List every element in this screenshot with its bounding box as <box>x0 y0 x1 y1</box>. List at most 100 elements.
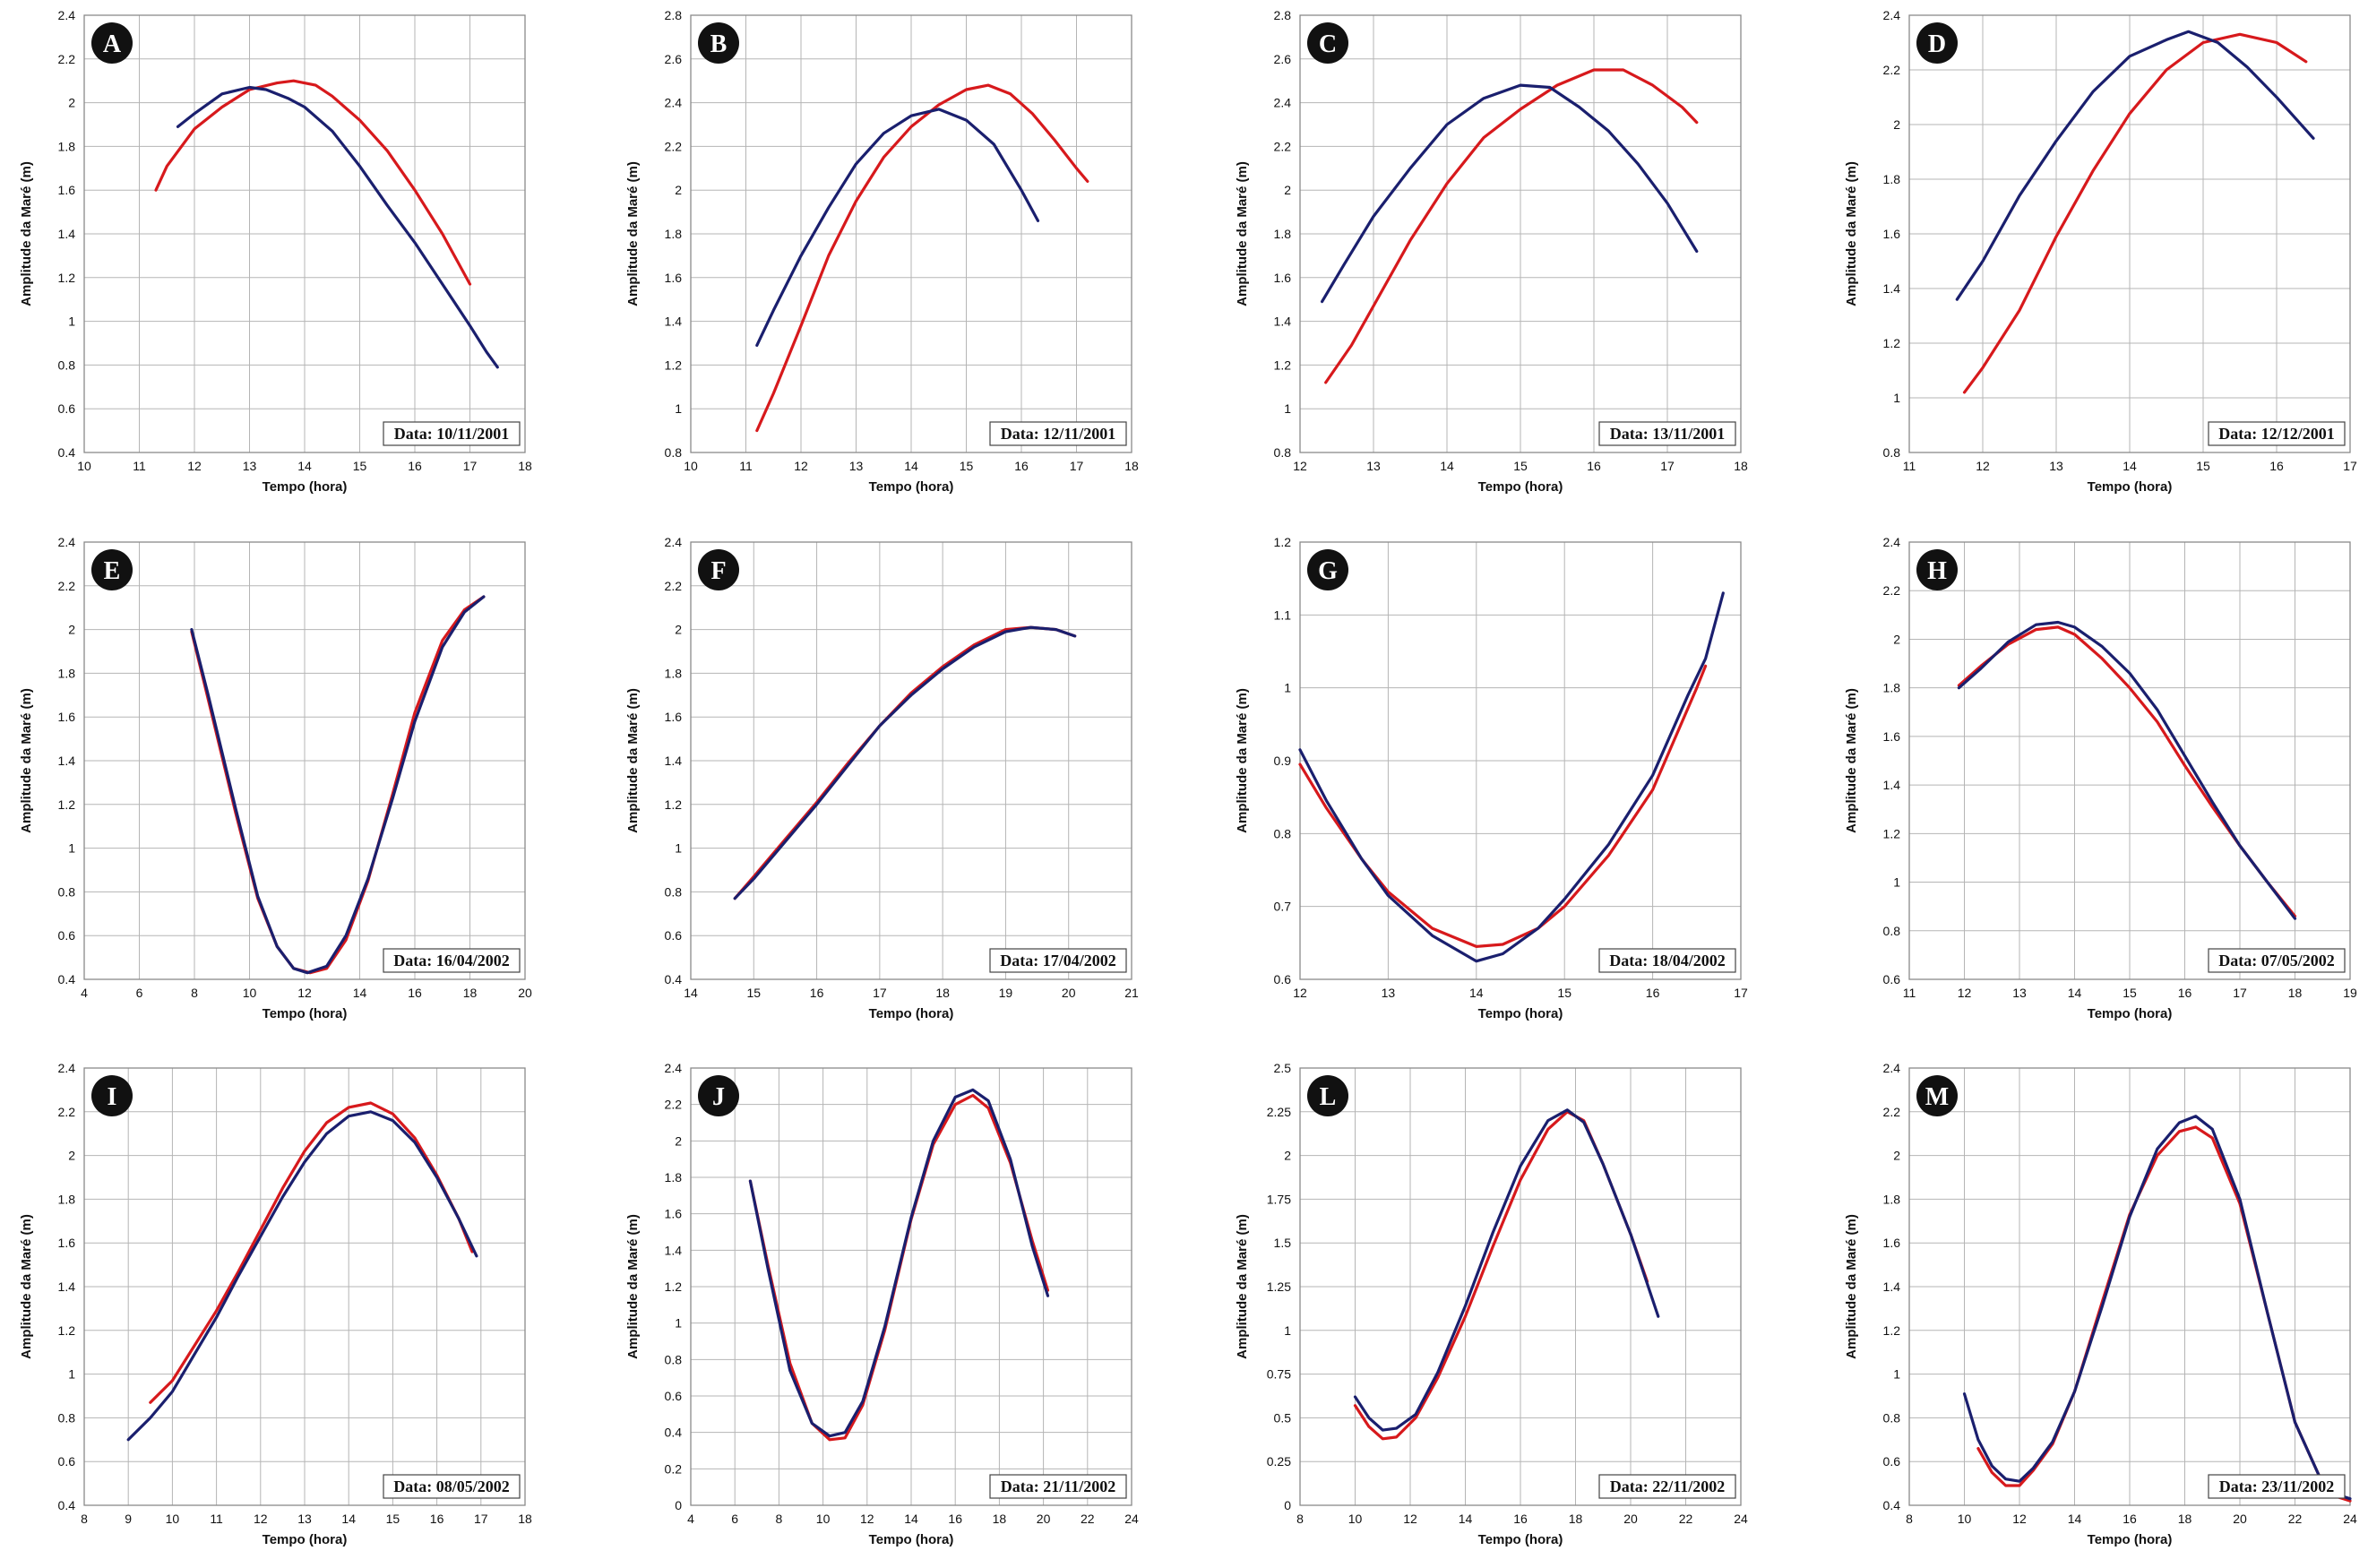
y-tick-label: 0.4 <box>1883 1498 1901 1512</box>
y-tick-label: 2 <box>675 183 682 197</box>
series-line-blue <box>733 625 1077 900</box>
date-label: Data: 12/11/2001 <box>1001 425 1116 443</box>
x-tick-label: 10 <box>816 1512 831 1526</box>
date-label: Data: 07/05/2002 <box>2218 952 2335 969</box>
x-axis-label: Tempo (hora) <box>2088 1006 2173 1021</box>
panel-letter: A <box>103 30 122 58</box>
x-tick-label: 24 <box>2343 1512 2357 1526</box>
letter-circle <box>698 22 739 64</box>
panel-letter: E <box>104 557 121 585</box>
panel-letter: I <box>108 1083 117 1111</box>
date-label: Data: 10/11/2001 <box>394 425 510 443</box>
y-tick-label: 0.7 <box>1274 900 1292 914</box>
y-tick-label: 1.6 <box>58 710 76 724</box>
y-tick-label: 1.6 <box>1883 1236 1901 1250</box>
chart-panel-e: 4 6 8 10 12 14 16 18 20 0.4 0.6 0.8 1 1.2 1.4 1.6 1.8 2 2.… <box>19 535 532 1021</box>
x-axis-label: Tempo (hora) <box>2088 1532 2173 1547</box>
y-axis-label: Amplitude da Maré (m) <box>19 688 34 833</box>
y-tick-label: 1.1 <box>1274 607 1292 622</box>
x-tick-label: 13 <box>849 459 864 473</box>
x-axis-label: Tempo (hora) <box>869 1532 954 1547</box>
plot-frame <box>1299 14 1742 453</box>
x-tick-label: 18 <box>1124 459 1139 473</box>
x-axis-label: Tempo (hora) <box>263 1006 348 1021</box>
x-tick-label: 18 <box>1734 459 1748 473</box>
y-tick-label: 0 <box>675 1498 682 1512</box>
y-tick-label: 1.8 <box>665 227 683 241</box>
y-tick-label: 1 <box>68 1367 75 1382</box>
x-tick-label: 10 <box>243 986 257 1000</box>
y-tick-label: 0.6 <box>1274 972 1292 986</box>
x-tick-label: 15 <box>2196 459 2210 473</box>
y-tick-label: 0.8 <box>665 1352 683 1366</box>
x-tick-label: 11 <box>210 1512 223 1526</box>
series-line-blue <box>748 1088 1050 1438</box>
y-tick-label: 1.6 <box>665 1207 683 1221</box>
x-tick-label: 14 <box>1469 986 1484 1000</box>
x-tick-label: 4 <box>687 1512 694 1526</box>
x-tick-label: 18 <box>463 986 478 1000</box>
panel-letter: G <box>1318 557 1338 585</box>
y-tick-label: 1.4 <box>1883 778 1901 792</box>
x-tick-label: 14 <box>1459 1512 1473 1526</box>
y-tick-label: 1.6 <box>1883 227 1901 241</box>
x-tick-label: 16 <box>1513 1512 1528 1526</box>
y-tick-label: 0.8 <box>1274 445 1292 460</box>
y-tick-label: 1.6 <box>665 710 683 724</box>
y-tick-label: 1 <box>1284 1323 1291 1338</box>
y-tick-label: 1.4 <box>58 1279 76 1294</box>
panel-letter-badge: A <box>91 22 133 64</box>
y-tick-label: 2 <box>1893 632 1900 646</box>
y-tick-label: 0.6 <box>58 928 76 943</box>
y-axis-label: Amplitude da Maré (m) <box>625 1214 641 1359</box>
x-tick-label: 17 <box>463 459 478 473</box>
date-box <box>989 1474 1127 1499</box>
panel-letter-badge: C <box>1307 22 1348 64</box>
y-axis-label: Amplitude da Maré (m) <box>19 161 34 306</box>
date-label: Data: 23/11/2002 <box>2219 1478 2335 1495</box>
panel-letter-badge: F <box>698 549 739 590</box>
x-tick-label: 10 <box>1348 1512 1363 1526</box>
y-axis-label: Amplitude da Maré (m) <box>625 688 641 833</box>
y-tick-label: 2.2 <box>58 579 76 593</box>
x-tick-label: 11 <box>133 459 146 473</box>
plot-frame <box>83 1067 526 1506</box>
y-tick-label: 1.75 <box>1267 1192 1291 1206</box>
x-tick-label: 16 <box>810 986 824 1000</box>
date-label: Data: 22/11/2002 <box>1610 1478 1726 1495</box>
chart-panel-g: 12 13 14 15 16 17 0.6 0.7 0.8 0.9 1 1.1 1.2 Tempo (ho… <box>1235 535 1748 1021</box>
x-tick-label: 12 <box>187 459 202 473</box>
x-tick-label: 18 <box>1569 1512 1583 1526</box>
x-tick-label: 15 <box>746 986 761 1000</box>
letter-circle <box>1307 1075 1348 1116</box>
y-tick-label: 2.4 <box>1883 1061 1901 1075</box>
x-tick-label: 12 <box>1293 986 1307 1000</box>
y-tick-label: 2.2 <box>1883 1105 1901 1119</box>
y-tick-label: 1.8 <box>58 139 76 153</box>
y-tick-label: 1.8 <box>1883 681 1901 695</box>
x-tick-label: 20 <box>2233 1512 2247 1526</box>
y-tick-label: 2.8 <box>665 8 683 22</box>
panel-letter: C <box>1319 30 1337 58</box>
y-tick-label: 2.4 <box>665 96 683 110</box>
date-box <box>2208 421 2346 446</box>
y-tick-label: 2.2 <box>665 1098 683 1112</box>
x-tick-label: 13 <box>1382 986 1396 1000</box>
x-tick-label: 16 <box>2178 986 2192 1000</box>
y-tick-label: 1.6 <box>1883 729 1901 744</box>
y-tick-label: 1.5 <box>1274 1236 1292 1250</box>
y-tick-label: 2.4 <box>58 1061 76 1075</box>
date-box <box>383 421 521 446</box>
y-axis-label: Amplitude da Maré (m) <box>1844 688 1859 833</box>
y-axis-label: Amplitude da Maré (m) <box>625 161 641 306</box>
x-tick-label: 13 <box>243 459 257 473</box>
y-tick-label: 1.4 <box>58 227 76 241</box>
y-tick-label: 0.6 <box>665 928 683 943</box>
x-tick-label: 24 <box>1124 1512 1139 1526</box>
panel-letter: B <box>710 30 728 58</box>
y-tick-label: 1 <box>68 841 75 856</box>
x-tick-label: 20 <box>1062 986 1076 1000</box>
y-tick-label: 2.2 <box>58 1105 76 1119</box>
series-line-blue <box>755 108 1040 347</box>
x-tick-label: 16 <box>948 1512 962 1526</box>
